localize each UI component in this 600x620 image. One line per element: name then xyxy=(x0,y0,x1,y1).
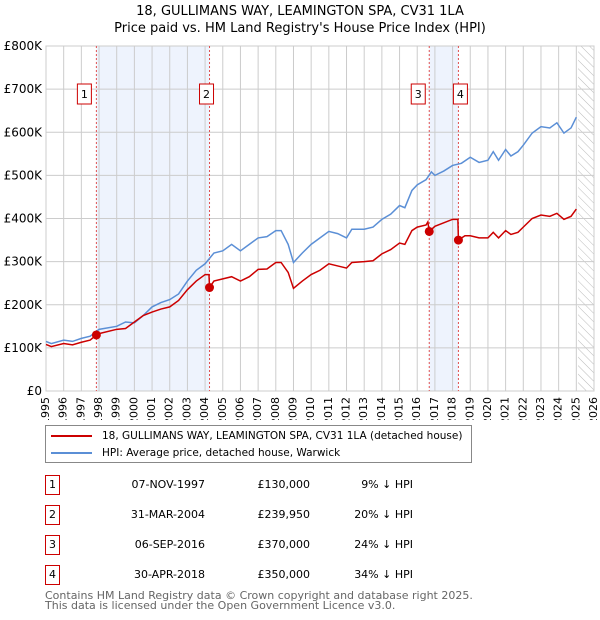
transaction-row: 1 07-NOV-1997 £130,000 9% ↓ HPI xyxy=(45,475,445,495)
legend: 18, GULLIMANS WAY, LEAMINGTON SPA, CV31 … xyxy=(45,425,472,463)
hpi-line xyxy=(45,116,577,345)
chart-title: 18, GULLIMANS WAY, LEAMINGTON SPA, CV31 … xyxy=(136,4,464,19)
x-tick-label: 1995 xyxy=(39,397,52,420)
x-tick-label: 2020 xyxy=(481,397,494,420)
transaction-date: 07-NOV-1997 xyxy=(131,478,205,491)
x-tick-label: 2008 xyxy=(269,397,282,420)
transaction-price: £350,000 xyxy=(257,568,311,581)
x-tick-label: 2015 xyxy=(393,397,406,420)
transaction-price: £239,950 xyxy=(257,508,311,521)
transaction-number: 4 xyxy=(45,565,60,585)
x-tick-label: 2010 xyxy=(304,397,317,420)
y-tick-label: £500K xyxy=(4,168,44,182)
transaction-hpi-diff: 34% ↓ HPI xyxy=(354,568,413,581)
y-tick-label: £0 xyxy=(27,384,42,398)
chart-subtitle: Price paid vs. HM Land Registry's House … xyxy=(114,21,486,36)
sale-label-box xyxy=(199,83,215,105)
x-tick-label: 2018 xyxy=(446,397,459,420)
x-tick-label: 2013 xyxy=(357,397,370,420)
footer-line-2: This data is licensed under the Open Gov… xyxy=(45,599,396,612)
transaction-hpi-diff: 20% ↓ HPI xyxy=(354,508,413,521)
x-tick-label: 2006 xyxy=(233,397,246,420)
sale-label: 4 xyxy=(457,88,464,101)
sale-label-box xyxy=(76,83,92,105)
transaction-number: 1 xyxy=(45,475,60,495)
transaction-price: £130,000 xyxy=(257,478,311,491)
legend-label-property: 18, GULLIMANS WAY, LEAMINGTON SPA, CV31 … xyxy=(102,430,463,442)
y-tick-label: £100K xyxy=(4,341,44,355)
transaction-number: 3 xyxy=(45,535,60,555)
transaction-number: 2 xyxy=(45,505,60,525)
x-tick-label: 2022 xyxy=(516,397,529,420)
x-tick-label: 2025 xyxy=(569,397,582,420)
x-tick-label: 1997 xyxy=(74,397,87,420)
x-tick-label: 2024 xyxy=(552,397,565,420)
x-tick-label: 2011 xyxy=(322,397,335,420)
x-tick-label: 2023 xyxy=(534,397,547,420)
sale-label: 1 xyxy=(81,88,88,101)
x-tick-label: 2016 xyxy=(410,397,423,420)
x-tick-label: 2002 xyxy=(163,397,176,420)
legend-label-hpi: HPI: Average price, detached house, Warw… xyxy=(102,447,341,459)
y-tick-label: £400K xyxy=(4,212,44,226)
x-tick-label: 2019 xyxy=(463,397,476,420)
transaction-row: 4 30-APR-2018 £350,000 34% ↓ HPI xyxy=(45,565,445,585)
transaction-date: 30-APR-2018 xyxy=(133,568,205,581)
x-tick-label: 2012 xyxy=(340,397,353,420)
x-tick-label: 2003 xyxy=(180,397,193,420)
x-tick-label: 2000 xyxy=(127,397,140,420)
x-tick-label: 2005 xyxy=(216,397,229,420)
chart: 1995 1996 1997 1998 1999 2000 2001 2002 2003 2004… xyxy=(4,39,600,420)
y-tick-label: £600K xyxy=(4,125,44,139)
plot-frame xyxy=(45,45,595,392)
x-tick-label: 2001 xyxy=(145,397,158,420)
x-tick-label: 2004 xyxy=(198,397,211,420)
transaction-price: £370,000 xyxy=(257,538,311,551)
y-tick-label: £800K xyxy=(4,39,44,53)
legend-swatch-red xyxy=(51,435,92,437)
y-tick-label: £200K xyxy=(4,298,44,312)
sale-label-box xyxy=(452,83,468,105)
x-tick-label: 2014 xyxy=(375,397,388,420)
y-tick-label: £700K xyxy=(4,82,44,96)
sale-label: 3 xyxy=(415,88,422,101)
transaction-hpi-diff: 24% ↓ HPI xyxy=(354,538,413,551)
x-tick-label: 1999 xyxy=(110,397,123,420)
transaction-hpi-diff: 9% ↓ HPI xyxy=(361,478,413,491)
transaction-row: 3 06-SEP-2016 £370,000 24% ↓ HPI xyxy=(45,535,445,555)
x-tick-label: 1996 xyxy=(57,397,70,420)
sale-label-box xyxy=(410,83,426,105)
x-tick-label: 2021 xyxy=(499,397,512,420)
transaction-date: 31-MAR-2004 xyxy=(130,508,205,521)
x-tick-label: 2026 xyxy=(587,397,600,420)
property-price-line xyxy=(45,208,577,348)
x-tick-label: 1998 xyxy=(92,397,105,420)
x-tick-label: 2007 xyxy=(251,397,264,420)
x-tick-label: 2017 xyxy=(428,397,441,420)
transaction-row: 2 31-MAR-2004 £239,950 20% ↓ HPI xyxy=(45,505,445,525)
sale-point xyxy=(91,330,101,340)
sale-point xyxy=(453,235,463,245)
legend-swatch-blue xyxy=(51,452,92,454)
sale-point xyxy=(424,226,434,236)
sale-point xyxy=(205,283,215,293)
y-tick-label: £300K xyxy=(4,255,44,269)
sale-label: 2 xyxy=(203,88,210,101)
x-tick-label: 2009 xyxy=(286,397,299,420)
transaction-date: 06-SEP-2016 xyxy=(134,538,205,551)
footer-line-1: Contains HM Land Registry data © Crown c… xyxy=(45,589,473,602)
